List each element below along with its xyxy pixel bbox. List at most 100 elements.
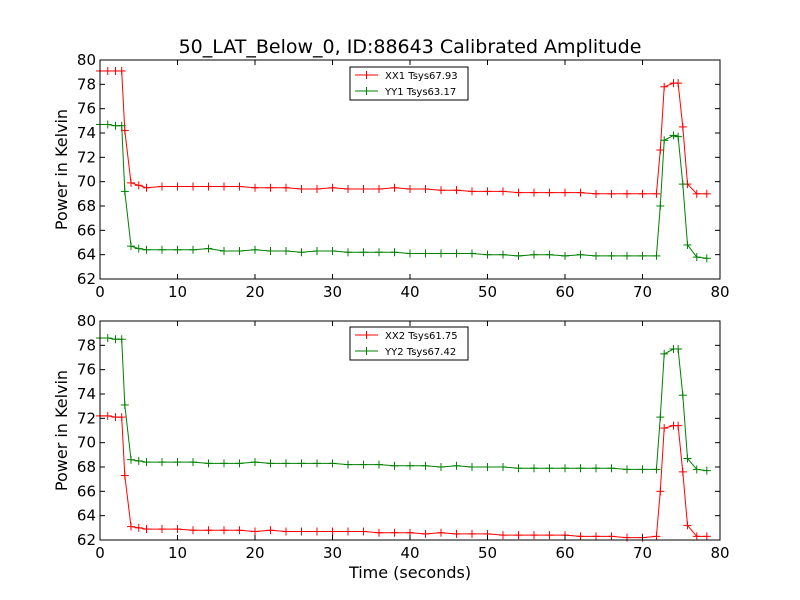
data-point bbox=[266, 247, 275, 256]
data-point bbox=[282, 183, 290, 192]
data-point bbox=[561, 188, 569, 197]
data-point bbox=[406, 184, 414, 193]
data-point bbox=[120, 471, 129, 480]
data-point bbox=[468, 529, 476, 538]
data-point bbox=[328, 527, 337, 536]
data-point bbox=[678, 180, 687, 189]
data-point bbox=[359, 460, 368, 469]
legend-box bbox=[349, 326, 469, 361]
data-point bbox=[660, 424, 669, 433]
data-point bbox=[235, 459, 244, 468]
x-tick-label: 10 bbox=[168, 283, 187, 301]
data-point bbox=[674, 344, 683, 353]
data-point bbox=[674, 79, 683, 88]
data-point bbox=[220, 182, 228, 191]
data-point bbox=[313, 184, 321, 193]
x-tick-label: 10 bbox=[168, 544, 187, 562]
x-axis-label: Time (seconds) bbox=[348, 563, 471, 582]
data-point bbox=[656, 146, 665, 155]
data-point bbox=[220, 526, 228, 535]
x-tick-label: 20 bbox=[245, 283, 264, 301]
data-point bbox=[692, 532, 701, 541]
data-point bbox=[592, 189, 600, 198]
data-point bbox=[103, 66, 112, 75]
data-point bbox=[134, 244, 143, 253]
data-point bbox=[452, 186, 461, 195]
x-tick-label: 80 bbox=[710, 544, 729, 562]
data-point bbox=[576, 188, 585, 197]
data-point bbox=[530, 250, 538, 259]
data-point bbox=[437, 186, 445, 195]
data-point bbox=[437, 249, 445, 258]
y-tick-label: 68 bbox=[77, 197, 96, 215]
data-point bbox=[545, 464, 554, 473]
data-point bbox=[158, 525, 166, 534]
data-point bbox=[328, 183, 337, 192]
data-point bbox=[656, 413, 665, 422]
data-point bbox=[359, 248, 368, 257]
data-point bbox=[204, 244, 213, 253]
data-point bbox=[235, 247, 244, 256]
top-subplot: 0 10 20 30 40 50 60 70 80 62 64 66 68 70 72 74 76 78 80 Pow… bbox=[52, 51, 730, 301]
data-point bbox=[344, 527, 352, 536]
y-tick-label: 64 bbox=[77, 507, 96, 525]
data-point bbox=[235, 526, 244, 535]
data-point bbox=[204, 459, 213, 468]
data-point bbox=[189, 458, 197, 467]
data-point bbox=[421, 461, 430, 470]
y-axis-label: Power in Kelvin bbox=[52, 370, 71, 491]
series-line bbox=[100, 124, 707, 259]
data-point bbox=[142, 245, 151, 254]
data-point bbox=[313, 527, 321, 536]
bottom-subplot: 0 10 20 30 40 50 60 70 80 62 64 66 68 70 72 74 76 78 80 Pow… bbox=[52, 312, 730, 582]
data-point bbox=[117, 66, 126, 75]
data-point bbox=[421, 249, 430, 258]
data-point bbox=[592, 464, 600, 473]
data-point bbox=[189, 245, 197, 254]
data-point bbox=[251, 183, 259, 192]
data-point bbox=[103, 120, 112, 129]
data-point bbox=[297, 184, 306, 193]
legend: XX1 Tsys67.93 YY1 Tsys63.17 bbox=[349, 66, 469, 101]
legend-item: XX1 Tsys67.93 bbox=[355, 71, 458, 82]
data-point bbox=[683, 521, 692, 530]
data-point bbox=[638, 465, 647, 474]
legend-label: XX2 Tsys61.75 bbox=[385, 331, 458, 342]
data-point bbox=[669, 131, 678, 140]
data-point bbox=[678, 467, 687, 476]
x-tick-label: 40 bbox=[400, 283, 419, 301]
y-tick-label: 74 bbox=[77, 385, 96, 403]
data-point bbox=[592, 532, 600, 541]
data-point bbox=[468, 187, 476, 196]
data-point bbox=[678, 122, 687, 131]
data-point bbox=[344, 248, 352, 257]
data-point bbox=[266, 526, 275, 535]
data-point bbox=[702, 189, 711, 198]
data-point bbox=[514, 188, 523, 197]
data-point bbox=[297, 248, 306, 257]
data-point bbox=[359, 184, 368, 193]
x-tick-label: 30 bbox=[323, 544, 342, 562]
data-point bbox=[359, 527, 368, 536]
y-tick-label: 76 bbox=[77, 100, 96, 118]
legend: XX2 Tsys61.75 YY2 Tsys67.42 bbox=[349, 326, 469, 361]
data-point bbox=[607, 532, 616, 541]
data-point bbox=[204, 182, 213, 191]
data-point bbox=[530, 464, 538, 473]
data-point bbox=[483, 463, 492, 471]
y-tick-label: 80 bbox=[77, 51, 96, 69]
data-point bbox=[204, 526, 213, 535]
data-point bbox=[220, 247, 228, 256]
data-point bbox=[235, 182, 244, 191]
data-point bbox=[674, 421, 683, 430]
data-point bbox=[452, 461, 461, 470]
y-tick-label: 80 bbox=[77, 312, 96, 330]
data-point bbox=[652, 532, 661, 541]
data-point bbox=[390, 183, 399, 192]
data-point bbox=[390, 461, 399, 470]
data-point bbox=[406, 249, 414, 258]
data-point bbox=[117, 121, 126, 130]
data-point bbox=[702, 254, 711, 263]
data-point bbox=[692, 189, 701, 198]
data-point bbox=[437, 463, 445, 471]
